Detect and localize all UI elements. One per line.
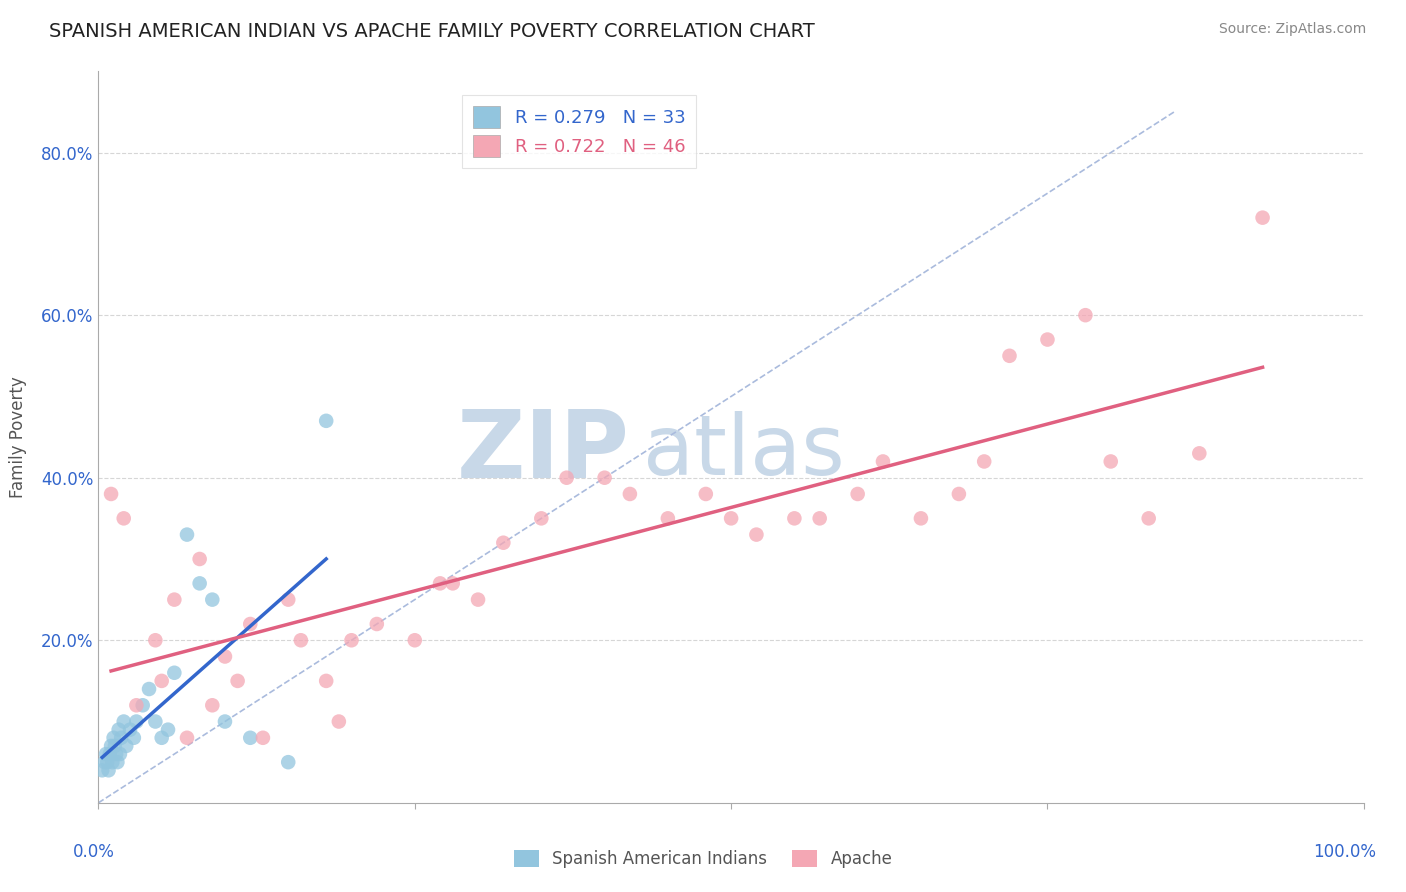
Text: 0.0%: 0.0% — [73, 843, 115, 861]
Point — [530, 511, 553, 525]
Point — [290, 633, 312, 648]
Point — [145, 714, 166, 729]
Point — [657, 511, 679, 525]
Point — [315, 414, 337, 428]
Point — [176, 731, 198, 745]
Point — [103, 731, 125, 745]
Point — [214, 714, 236, 729]
Point — [1251, 211, 1274, 225]
Point — [157, 723, 180, 737]
Point — [720, 511, 742, 525]
Point — [108, 747, 131, 761]
Point — [429, 576, 451, 591]
Y-axis label: Family Poverty: Family Poverty — [10, 376, 27, 498]
Point — [1074, 308, 1097, 322]
Point — [94, 747, 117, 761]
Point — [783, 511, 806, 525]
Point — [91, 764, 114, 778]
Point — [97, 764, 120, 778]
Point — [98, 747, 121, 761]
Point — [201, 592, 224, 607]
Point — [93, 755, 117, 769]
Point — [145, 633, 166, 648]
Point — [112, 511, 135, 525]
Point — [808, 511, 831, 525]
Point — [188, 552, 211, 566]
Point — [96, 755, 118, 769]
Point — [467, 592, 489, 607]
Point — [1137, 511, 1160, 525]
Point — [441, 576, 464, 591]
Point — [122, 731, 145, 745]
Point — [150, 731, 173, 745]
Text: ZIP: ZIP — [457, 406, 630, 498]
Point — [176, 527, 198, 541]
Point — [998, 349, 1021, 363]
Point — [120, 723, 141, 737]
Point — [138, 681, 160, 696]
Point — [115, 739, 138, 753]
Text: atlas: atlas — [643, 411, 844, 492]
Point — [104, 739, 127, 753]
Point — [277, 592, 299, 607]
Legend: Spanish American Indians, Apache: Spanish American Indians, Apache — [508, 843, 898, 875]
Point — [188, 576, 211, 591]
Point — [252, 731, 274, 745]
Point — [910, 511, 932, 525]
Point — [110, 731, 132, 745]
Point — [277, 755, 299, 769]
Point — [163, 665, 186, 680]
Point — [872, 454, 894, 468]
Point — [163, 592, 186, 607]
Point — [125, 698, 148, 713]
Point — [239, 617, 262, 632]
Legend: R = 0.279   N = 33, R = 0.722   N = 46: R = 0.279 N = 33, R = 0.722 N = 46 — [463, 95, 696, 168]
Point — [492, 535, 515, 549]
Point — [132, 698, 155, 713]
Text: 100.0%: 100.0% — [1313, 843, 1376, 861]
Point — [101, 755, 124, 769]
Point — [366, 617, 388, 632]
Point — [107, 723, 129, 737]
Point — [1188, 446, 1211, 460]
Point — [404, 633, 426, 648]
Point — [105, 747, 128, 761]
Point — [125, 714, 148, 729]
Point — [593, 471, 616, 485]
Point — [948, 487, 970, 501]
Point — [214, 649, 236, 664]
Point — [1099, 454, 1122, 468]
Point — [619, 487, 641, 501]
Point — [107, 755, 129, 769]
Point — [226, 673, 249, 688]
Point — [201, 698, 224, 713]
Point — [328, 714, 350, 729]
Point — [340, 633, 363, 648]
Point — [846, 487, 869, 501]
Point — [555, 471, 578, 485]
Point — [150, 673, 173, 688]
Point — [100, 739, 122, 753]
Point — [973, 454, 995, 468]
Point — [315, 673, 337, 688]
Point — [745, 527, 768, 541]
Point — [100, 487, 122, 501]
Point — [695, 487, 717, 501]
Point — [112, 714, 135, 729]
Text: Source: ZipAtlas.com: Source: ZipAtlas.com — [1219, 22, 1367, 37]
Text: SPANISH AMERICAN INDIAN VS APACHE FAMILY POVERTY CORRELATION CHART: SPANISH AMERICAN INDIAN VS APACHE FAMILY… — [49, 22, 815, 41]
Point — [1036, 333, 1059, 347]
Point — [239, 731, 262, 745]
